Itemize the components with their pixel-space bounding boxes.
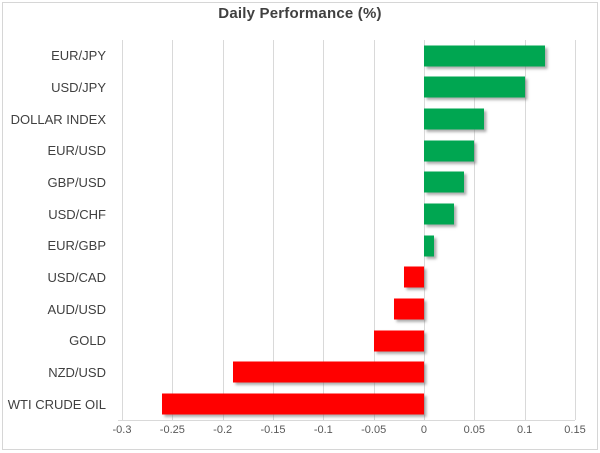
bar-usd-cad: [403, 266, 424, 288]
category-label: EUR/USD: [47, 143, 106, 159]
x-tick-label: -0.2: [213, 424, 233, 436]
category-label: WTI CRUDE OIL: [7, 396, 106, 412]
gridline: [373, 40, 375, 420]
bar-row: [122, 262, 575, 294]
x-tick-label: -0.05: [361, 424, 387, 436]
bar-row: [122, 198, 575, 230]
bar-row: [122, 103, 575, 135]
x-tick-label: 0.15: [564, 424, 586, 436]
gridline: [524, 40, 526, 420]
gridline: [122, 40, 123, 420]
bar-row: [122, 293, 575, 325]
gridline: [172, 40, 174, 420]
plot-area: [118, 40, 576, 421]
bar-nzd-usd: [232, 361, 424, 383]
category-label: EUR/GBP: [47, 238, 106, 254]
bar-row: [122, 72, 575, 104]
bar-row: [122, 325, 575, 357]
gridline: [474, 40, 476, 420]
gridline: [423, 40, 425, 420]
bar-row: [122, 167, 575, 199]
bar-eur-jpy: [423, 45, 545, 67]
category-label: GBP/USD: [47, 174, 106, 190]
bar-eur-gbp: [423, 235, 435, 257]
category-label: GOLD: [69, 333, 106, 349]
y-axis-category-labels: EUR/JPY USD/JPY DOLLAR INDEX EUR/USD GBP/USD…: [0, 40, 114, 420]
gridline: [323, 40, 325, 420]
bar-row: [122, 230, 575, 262]
bar-wti-crude-oil: [162, 393, 424, 415]
bar-usd-jpy: [423, 76, 525, 98]
category-label: AUD/USD: [47, 301, 106, 317]
x-axis-line: [118, 420, 575, 421]
x-axis-tick-labels: -0.3 -0.25 -0.2 -0.15 -0.1 -0.05 0 0.05 0.1 0.15: [113, 424, 586, 440]
x-tick-label: 0.1: [517, 424, 533, 436]
x-tick-label: -0.25: [159, 424, 185, 436]
chart-title: Daily Performance (%): [218, 5, 382, 22]
bar-eur-usd: [423, 140, 475, 162]
gridline: [272, 40, 274, 420]
category-label: USD/CAD: [47, 269, 106, 285]
category-label: USD/JPY: [51, 79, 106, 95]
x-tick-label: -0.1: [313, 424, 333, 436]
bar-row: [122, 357, 575, 389]
category-label: NZD/USD: [48, 364, 106, 380]
x-tick-label: 0: [420, 424, 428, 436]
bar-row: [122, 135, 575, 167]
gridline: [575, 40, 576, 420]
category-label: USD/CHF: [48, 206, 106, 222]
category-label: EUR/JPY: [51, 48, 106, 64]
bar-usd-chf: [423, 203, 455, 225]
bar-gbp-usd: [423, 171, 465, 193]
bar-row: [122, 388, 575, 420]
x-tick-label: -0.15: [260, 424, 286, 436]
gridline: [222, 40, 224, 420]
bar-row: [122, 40, 575, 72]
bar-gold: [373, 330, 424, 352]
bar-aud-usd: [393, 298, 424, 320]
category-label: DOLLAR INDEX: [10, 111, 106, 127]
x-tick-label: 0.05: [463, 424, 486, 436]
bar-rows: [122, 40, 575, 420]
bar-dollar-index: [423, 108, 485, 130]
x-tick-label: -0.3: [112, 424, 132, 436]
